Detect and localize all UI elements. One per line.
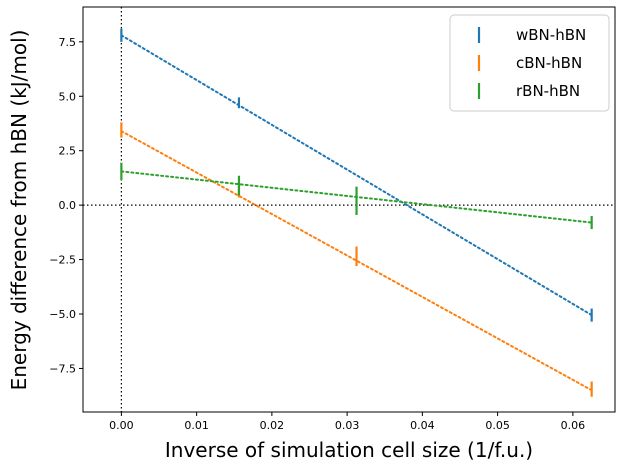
legend-label-cbn-hbn: cBN-hBN: [516, 54, 582, 72]
x-tick-label: 0.04: [410, 419, 435, 432]
legend: wBN-hBN cBN-hBN rBN-hBN: [449, 14, 610, 112]
y-tick-label: 7.5: [59, 36, 77, 49]
x-tick-label: 0.06: [561, 419, 586, 432]
legend-label-wbn-hbn: wBN-hBN: [516, 26, 586, 44]
x-tick-label: 0.05: [485, 419, 510, 432]
fit-line-wbn-hbn: [120, 34, 593, 317]
y-tick-label: 2.5: [59, 145, 77, 158]
y-axis-label: Energy difference from hBN (kJ/mol): [7, 30, 31, 391]
x-tick-label: 0.01: [184, 419, 209, 432]
axes-frame: [82, 6, 616, 413]
x-tick-label: 0.00: [109, 419, 134, 432]
legend-label-rbn-hbn: rBN-hBN: [516, 82, 580, 100]
y-tick-label: 5.0: [59, 90, 77, 103]
x-tick-label: 0.03: [335, 419, 360, 432]
y-tick-label: −7.5: [49, 362, 76, 375]
y-tick-label: 0.0: [59, 199, 77, 212]
y-tick-label: −5.0: [49, 308, 76, 321]
legend-box: [449, 14, 610, 112]
axes: 0.00 0.01 0.02 0.03 0.04 0.05 0.06 −7.5 −5.0 −2.5…: [49, 6, 616, 432]
plot-area: [83, 7, 615, 412]
x-axis-label: Inverse of simulation cell size (1/f.u.): [165, 438, 533, 462]
fit-line-cbn-hbn: [120, 130, 593, 392]
y-tick-label: −2.5: [49, 254, 76, 267]
x-tick-label: 0.02: [260, 419, 285, 432]
